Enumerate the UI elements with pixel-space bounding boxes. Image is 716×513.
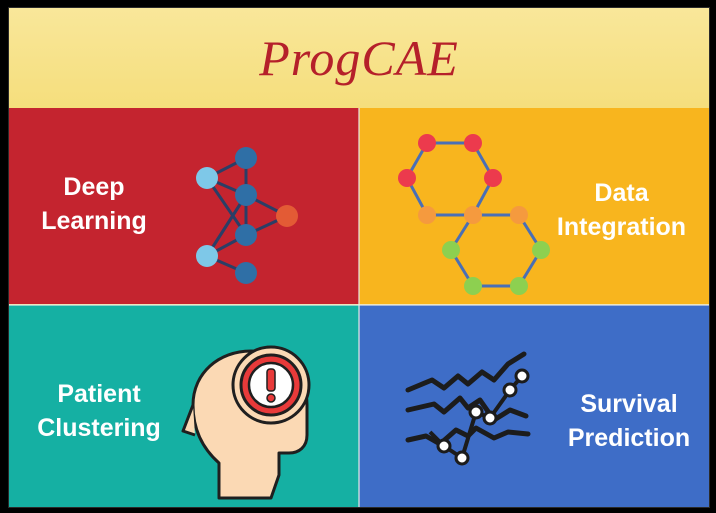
label-line1: Data: [594, 179, 649, 207]
label-survival-prediction: Survival Prediction: [554, 387, 704, 455]
divider-horizontal: [9, 304, 709, 306]
label-line2: Clustering: [37, 414, 161, 442]
title-band: ProgCAE: [9, 8, 709, 108]
label-patient-clustering: Patient Clustering: [19, 377, 179, 445]
label-line2: Learning: [41, 207, 147, 235]
head-alert-icon: [181, 345, 311, 500]
title: ProgCAE: [259, 30, 459, 86]
label-line1: Patient: [57, 380, 141, 408]
panel-data-integration: Data Integration: [359, 108, 709, 304]
label-line1: Survival: [580, 390, 678, 418]
label-line2: Integration: [556, 213, 687, 241]
panel-survival-prediction: Survival Prediction: [359, 305, 709, 507]
panel-patient-clustering: Patient Clustering: [9, 305, 359, 507]
line-trends-icon: [405, 351, 531, 466]
label-deep-learning: Deep Learning: [29, 170, 159, 238]
label-line2: Prediction: [567, 424, 691, 452]
label-line1: Deep: [63, 173, 125, 201]
neural-network-icon: [196, 147, 298, 284]
figure: ProgCAE Deep Learning: [8, 7, 710, 508]
divider-vertical: [358, 108, 360, 507]
molecule-hexagons-icon: [398, 134, 550, 295]
panel-deep-learning: Deep Learning: [9, 108, 359, 304]
label-data-integration: Data Integration: [539, 176, 704, 244]
